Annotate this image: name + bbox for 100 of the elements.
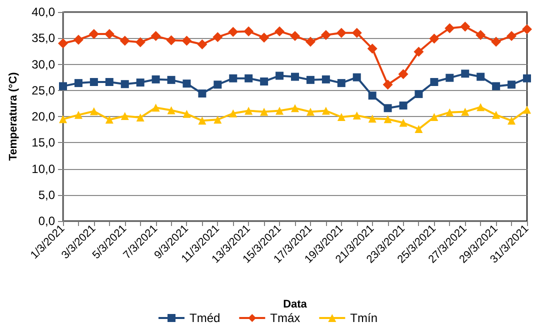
point: [337, 79, 346, 88]
point: [229, 109, 238, 118]
point: [492, 110, 500, 119]
point: [384, 115, 392, 124]
point: [74, 110, 82, 119]
point: [461, 70, 470, 78]
point: [214, 116, 222, 124]
legend-label: Tmáx: [270, 311, 300, 325]
point: [476, 103, 485, 112]
point: [414, 46, 424, 57]
point: [228, 26, 238, 37]
y-tick-label: 35,0: [32, 31, 56, 46]
point: [59, 115, 67, 124]
y-tick-label: 5,0: [38, 188, 56, 202]
legend-label: Tméd: [189, 311, 220, 325]
point: [260, 108, 268, 116]
point: [197, 39, 208, 50]
point: [214, 80, 222, 89]
point: [120, 112, 129, 120]
point: [212, 32, 223, 42]
point: [259, 32, 270, 43]
point: [336, 28, 346, 38]
point: [104, 28, 114, 39]
point: [382, 80, 393, 90]
point: [506, 31, 517, 42]
point: [306, 108, 314, 116]
point: [244, 106, 253, 115]
point: [414, 90, 423, 98]
point: [88, 28, 99, 39]
y-axis-title: Temperatura (°C): [8, 72, 20, 161]
point: [274, 26, 285, 36]
point: [491, 36, 502, 47]
point: [120, 80, 129, 88]
point: [352, 28, 362, 38]
point: [368, 114, 376, 123]
point: [430, 78, 438, 86]
point: [384, 104, 392, 112]
point: [352, 73, 361, 82]
point: [399, 118, 408, 127]
point: [306, 76, 314, 84]
point: [152, 104, 160, 112]
point: [352, 111, 361, 120]
point: [152, 75, 160, 84]
point: [244, 26, 254, 36]
point: [135, 37, 146, 48]
legend-label: Tmín: [350, 311, 378, 325]
point: [73, 34, 84, 45]
point: [136, 114, 144, 122]
point: [337, 113, 346, 122]
point: [74, 79, 82, 88]
point: [322, 75, 330, 84]
point: [105, 78, 114, 86]
point: [90, 107, 98, 116]
point: [276, 106, 284, 115]
point: [429, 34, 440, 44]
point: [244, 74, 253, 82]
y-tick-label: 20,0: [32, 110, 56, 124]
y-tick-label: 0,0: [38, 214, 56, 228]
point: [90, 78, 98, 86]
point: [398, 69, 408, 80]
y-tick-label: 30,0: [32, 57, 56, 72]
y-tick-label: 40,0: [32, 5, 56, 19]
point: [368, 92, 376, 100]
point: [182, 80, 191, 88]
point: [522, 24, 532, 34]
point: [167, 106, 176, 114]
point: [476, 30, 486, 40]
point: [198, 90, 206, 98]
point: [120, 36, 130, 46]
point: [182, 110, 191, 118]
point: [198, 116, 206, 125]
point: [430, 113, 438, 122]
point: [305, 36, 316, 47]
point: [523, 74, 531, 82]
point: [367, 44, 378, 54]
y-tick-label: 15,0: [32, 136, 56, 150]
point: [150, 31, 161, 42]
point: [105, 116, 114, 124]
point: [492, 82, 500, 90]
point: [523, 106, 531, 114]
point: [399, 102, 408, 110]
point: [446, 74, 454, 82]
point: [260, 77, 268, 86]
point: [59, 82, 67, 90]
point: [166, 35, 176, 46]
point: [508, 116, 516, 125]
point: [320, 30, 331, 40]
point: [290, 31, 300, 42]
y-tick-label: 10,0: [32, 162, 56, 176]
point: [460, 22, 470, 32]
point: [291, 104, 299, 112]
point: [414, 125, 423, 134]
point: [136, 78, 144, 87]
point: [276, 72, 284, 80]
point: [229, 74, 238, 82]
point: [167, 76, 176, 84]
point: [508, 80, 516, 89]
x-axis-title: Data: [283, 298, 308, 310]
point: [461, 108, 470, 116]
point: [322, 106, 330, 115]
